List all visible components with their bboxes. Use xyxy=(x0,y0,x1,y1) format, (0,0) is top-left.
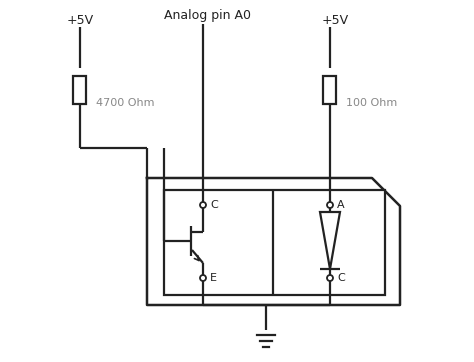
Circle shape xyxy=(327,202,333,208)
Text: +5V: +5V xyxy=(321,13,348,26)
Text: A: A xyxy=(337,200,345,210)
Text: Analog pin A0: Analog pin A0 xyxy=(164,9,252,22)
Text: 4700 Ohm: 4700 Ohm xyxy=(96,98,155,108)
Circle shape xyxy=(200,202,206,208)
Text: C: C xyxy=(210,200,218,210)
Text: C: C xyxy=(337,273,345,283)
Bar xyxy=(323,76,337,104)
Text: E: E xyxy=(210,273,217,283)
Bar xyxy=(164,190,385,295)
Text: +5V: +5V xyxy=(66,13,93,26)
Polygon shape xyxy=(320,212,340,269)
Circle shape xyxy=(200,275,206,281)
Circle shape xyxy=(327,275,333,281)
Bar xyxy=(73,76,86,104)
Text: 100 Ohm: 100 Ohm xyxy=(346,98,397,108)
